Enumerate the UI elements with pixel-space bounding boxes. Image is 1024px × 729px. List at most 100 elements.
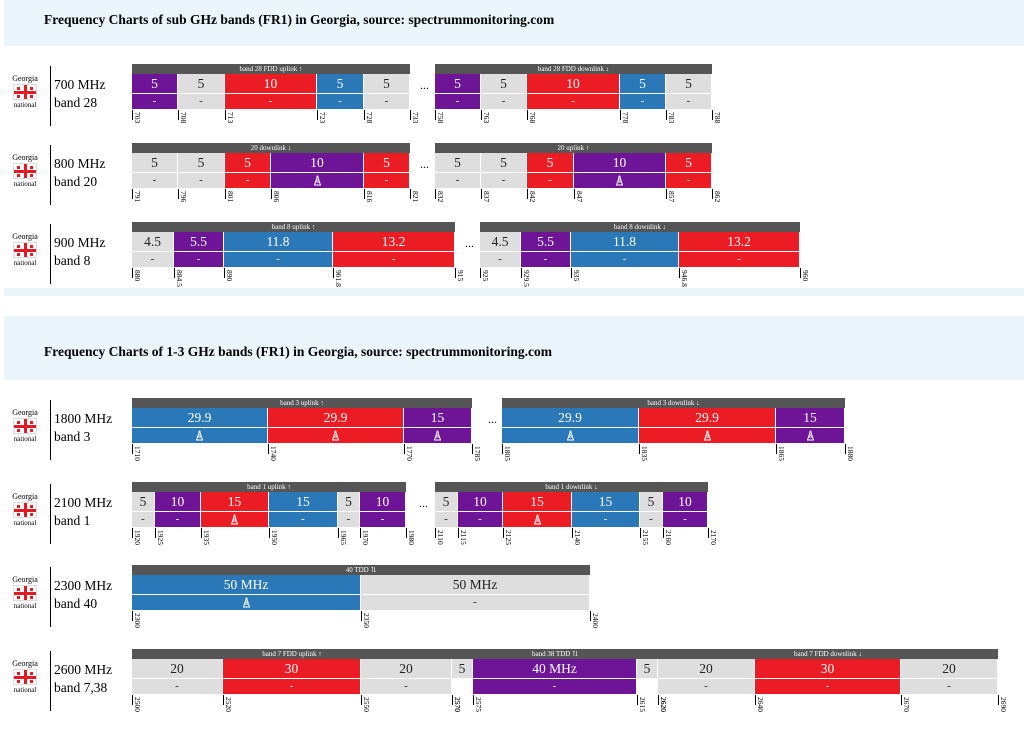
frequency-tick-label: 901.8 xyxy=(334,270,343,287)
segment-value: 10 xyxy=(458,492,503,511)
frequency-tick-label: 925 xyxy=(481,270,490,282)
axis-tick xyxy=(201,528,202,538)
frequency-tick-label: 796 xyxy=(179,191,188,203)
axis-tick xyxy=(435,110,436,120)
block-header: band 1 downlink ↓ xyxy=(435,482,708,492)
axis-tick xyxy=(521,268,522,278)
axis-tick xyxy=(452,695,453,705)
segment-value: 20 xyxy=(658,659,755,678)
row-divider xyxy=(50,567,51,627)
georgia-flag-icon xyxy=(13,502,37,518)
frequency-tick-label: 768 xyxy=(528,112,537,124)
segment-status: - xyxy=(640,512,663,527)
block-header: band 28 FDD uplink ↑ xyxy=(132,64,410,74)
axis-tick xyxy=(712,189,713,199)
frequency-tick-label: 2615 xyxy=(638,697,647,712)
axis-tick xyxy=(338,528,339,538)
axis-tick xyxy=(640,528,641,538)
segment-status: - xyxy=(435,512,458,527)
frequency-tick-label: 935 xyxy=(572,270,581,282)
axis-tick xyxy=(901,695,902,705)
segment-status: - xyxy=(178,173,225,188)
segment-status: - xyxy=(364,173,410,188)
segment-value: 5 xyxy=(435,492,458,511)
band-row: Georgia national 800 MHz band 20 20 downlink… xyxy=(0,141,1020,211)
axis-tick xyxy=(480,268,481,278)
frequency-tick-label: 2350 xyxy=(362,613,371,628)
frequency-tick-label: 2500 xyxy=(133,697,142,712)
axis-tick xyxy=(473,695,474,705)
segment-status xyxy=(404,428,472,443)
segment-status: - xyxy=(572,512,640,527)
axis-tick xyxy=(132,611,133,621)
segment-value: 5 xyxy=(338,492,360,511)
country-label: Georgia xyxy=(12,492,38,501)
band-row: Georgia national 1800 MHz band 3 band 3 upli… xyxy=(0,396,1020,466)
frequency-tick-label: 733 xyxy=(411,112,420,124)
segment-value: 50 MHz xyxy=(361,575,590,594)
segment-status xyxy=(132,428,268,443)
segment-value: 5 xyxy=(666,153,712,172)
segment-status: - xyxy=(224,252,333,267)
segment-value: 5 xyxy=(481,153,527,172)
axis-tick xyxy=(502,444,503,454)
axis-tick xyxy=(155,528,156,538)
frequency-label: 900 MHz xyxy=(54,235,106,250)
segment-status: - xyxy=(458,512,503,527)
frequency-tick-label: 2400 xyxy=(591,613,600,628)
block-header: 40 TDD ⇅ xyxy=(132,565,590,575)
axis-tick xyxy=(800,268,801,278)
georgia-flag-icon xyxy=(13,163,37,179)
operator-badge: Georgia national xyxy=(10,575,40,610)
segment-value: 13.2 xyxy=(679,232,800,251)
frequency-tick-label: 1970 xyxy=(361,530,370,545)
band-row: Georgia national 700 MHz band 28 band 28 FDD… xyxy=(0,62,1020,132)
segment-status: - xyxy=(663,512,708,527)
segment-status: - xyxy=(364,94,410,109)
country-label: Georgia xyxy=(12,74,38,83)
frequency-tick-label: 2125 xyxy=(504,530,513,545)
segment-status: - xyxy=(435,94,481,109)
frequency-tick-label: 788 xyxy=(713,112,722,124)
segment-status xyxy=(268,428,404,443)
segment-status: - xyxy=(620,94,666,109)
segment-status: - xyxy=(666,94,712,109)
frequency-tick-label: 2300 xyxy=(133,613,142,628)
segment-status: - xyxy=(338,512,360,527)
antenna-tower-icon xyxy=(332,430,339,441)
frequency-tick-label: 713 xyxy=(226,112,235,124)
axis-tick xyxy=(317,110,318,120)
frequency-tick-label: 2620 xyxy=(659,697,668,712)
segment-value: 5 xyxy=(666,74,712,93)
antenna-tower-icon xyxy=(242,597,250,608)
frequency-tick-label: 1950 xyxy=(270,530,279,545)
axis-tick xyxy=(679,268,680,278)
frequency-label: 2600 MHz xyxy=(54,662,113,677)
segment-status: - xyxy=(679,252,800,267)
operator-badge: Georgia national xyxy=(10,232,40,267)
segment-value: 10 xyxy=(574,153,666,172)
frequency-tick-label: 837 xyxy=(482,191,491,203)
gap-ellipsis: ... xyxy=(420,78,429,92)
segment-status: - xyxy=(527,94,620,109)
operator-badge: Georgia national xyxy=(10,74,40,109)
segment-value: 15 xyxy=(503,492,572,511)
segment-value: 5.5 xyxy=(174,232,224,251)
axis-tick xyxy=(481,189,482,199)
segment-value: 15 xyxy=(776,408,845,427)
segment-status xyxy=(637,679,658,694)
frequency-tick-label: 960 xyxy=(801,270,810,282)
band-label: 2600 MHz band 7,38 xyxy=(54,661,112,697)
axis-tick xyxy=(590,611,591,621)
antenna-tower-icon xyxy=(196,430,203,441)
band-name: band 28 xyxy=(54,95,98,110)
gap-ellipsis: ... xyxy=(420,157,429,171)
segment-status: - xyxy=(132,252,174,267)
section-title: Frequency Charts of 1-3 GHz bands (FR1) … xyxy=(44,344,552,359)
segment-value: 13.2 xyxy=(333,232,455,251)
row-divider xyxy=(50,400,51,460)
frequency-tick-label: 703 xyxy=(133,112,142,124)
georgia-flag-icon xyxy=(13,84,37,100)
block-header: band 3 downlink ↓ xyxy=(502,398,845,408)
segment-status: - xyxy=(132,173,178,188)
